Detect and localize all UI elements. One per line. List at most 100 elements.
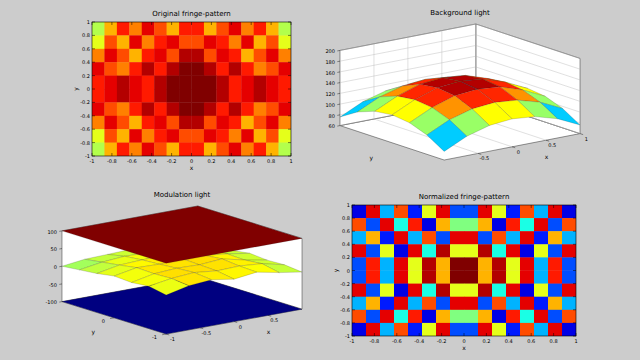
cell — [129, 62, 142, 76]
z-tick — [337, 82, 340, 84]
x-tick-label: -0.8 — [107, 158, 117, 164]
cell — [229, 116, 242, 130]
cell — [394, 205, 408, 218]
x-axis-label: x — [190, 164, 194, 171]
cell — [92, 89, 105, 103]
cell — [422, 310, 436, 323]
cell — [154, 62, 167, 76]
cell — [534, 297, 548, 310]
x-tick — [464, 205, 465, 208]
x-tick-label: -0.2 — [437, 338, 447, 344]
z-tick-label: 180 — [325, 59, 335, 65]
x-tick — [291, 153, 292, 156]
y-tick-label: -0.2 — [340, 281, 350, 287]
y-tick — [573, 296, 576, 297]
cell — [464, 297, 478, 310]
cell — [167, 49, 180, 63]
cell — [129, 49, 142, 63]
y-tick-label: -1 — [345, 333, 350, 339]
z-tick — [337, 114, 340, 116]
cell — [104, 129, 117, 143]
frame — [92, 22, 291, 156]
x-tick — [151, 22, 152, 25]
y-tick — [288, 35, 291, 36]
z-tick — [59, 230, 62, 231]
cell — [450, 297, 464, 310]
cell — [492, 297, 506, 310]
cell — [216, 49, 229, 63]
cell — [352, 323, 366, 336]
cell — [117, 89, 130, 103]
cell — [422, 244, 436, 257]
cell — [154, 129, 167, 143]
cell — [179, 62, 192, 76]
cell — [380, 231, 394, 244]
cell — [562, 218, 576, 231]
y-tick-label: -0.6 — [340, 307, 350, 313]
cell — [229, 22, 242, 36]
cell — [520, 297, 534, 310]
y-tick — [288, 75, 291, 76]
cell — [408, 257, 422, 270]
grid-line — [476, 35, 580, 69]
y-tick — [352, 322, 355, 323]
cell — [216, 89, 229, 103]
cell — [241, 116, 254, 130]
cell — [179, 102, 192, 116]
cell — [216, 143, 229, 156]
cell — [422, 297, 436, 310]
z-tick-label: 100 — [47, 229, 57, 235]
cell — [520, 231, 534, 244]
cell — [167, 102, 180, 116]
cell — [192, 143, 205, 156]
y-tick — [352, 270, 355, 271]
x-tick — [251, 22, 252, 25]
surface-chart: -0.500.516080100120140160180200xyBackgro… — [325, 9, 587, 162]
cell — [464, 244, 478, 257]
cell — [129, 143, 142, 156]
cell — [104, 76, 117, 90]
cell — [167, 129, 180, 143]
x-tick-label: 0.8 — [550, 338, 558, 344]
cell — [241, 22, 254, 36]
plot-area — [62, 206, 302, 334]
cell — [192, 76, 205, 90]
x-tick — [211, 22, 212, 25]
cell — [92, 143, 105, 156]
cell — [366, 205, 380, 218]
y-tick — [352, 296, 355, 297]
cell — [154, 102, 167, 116]
cell — [279, 49, 291, 63]
cell — [179, 22, 192, 36]
cell — [241, 35, 254, 49]
x-tick — [486, 205, 487, 208]
cell — [534, 231, 548, 244]
z-tick-label: 60 — [329, 123, 335, 129]
y-tick — [92, 156, 95, 157]
cell — [254, 129, 267, 143]
cell — [104, 116, 117, 130]
cell — [548, 257, 562, 270]
x-tick-label: -0.2 — [167, 158, 177, 164]
heatmap-chart: -1-0.8-0.6-0.4-0.200.20.40.60.81-1-0.8-0… — [332, 193, 578, 351]
y-tick-label: -0.6 — [80, 126, 90, 132]
cell — [192, 129, 205, 143]
cell — [266, 62, 279, 76]
y-tick-label: 1 — [347, 202, 350, 208]
cell — [204, 143, 217, 156]
cell — [464, 271, 478, 284]
z-tick-label: -50 — [49, 282, 57, 288]
cell — [478, 297, 492, 310]
cell — [394, 310, 408, 323]
cell — [436, 218, 450, 231]
x-tick — [191, 153, 192, 156]
x-tick — [251, 153, 252, 156]
z-tick — [337, 125, 340, 127]
x-tick — [171, 22, 172, 25]
cell — [117, 49, 130, 63]
y-tick — [288, 89, 291, 90]
z-tick — [59, 283, 62, 284]
cell — [408, 297, 422, 310]
title: Normalized fringe-pattern — [419, 193, 510, 201]
cell — [380, 218, 394, 231]
